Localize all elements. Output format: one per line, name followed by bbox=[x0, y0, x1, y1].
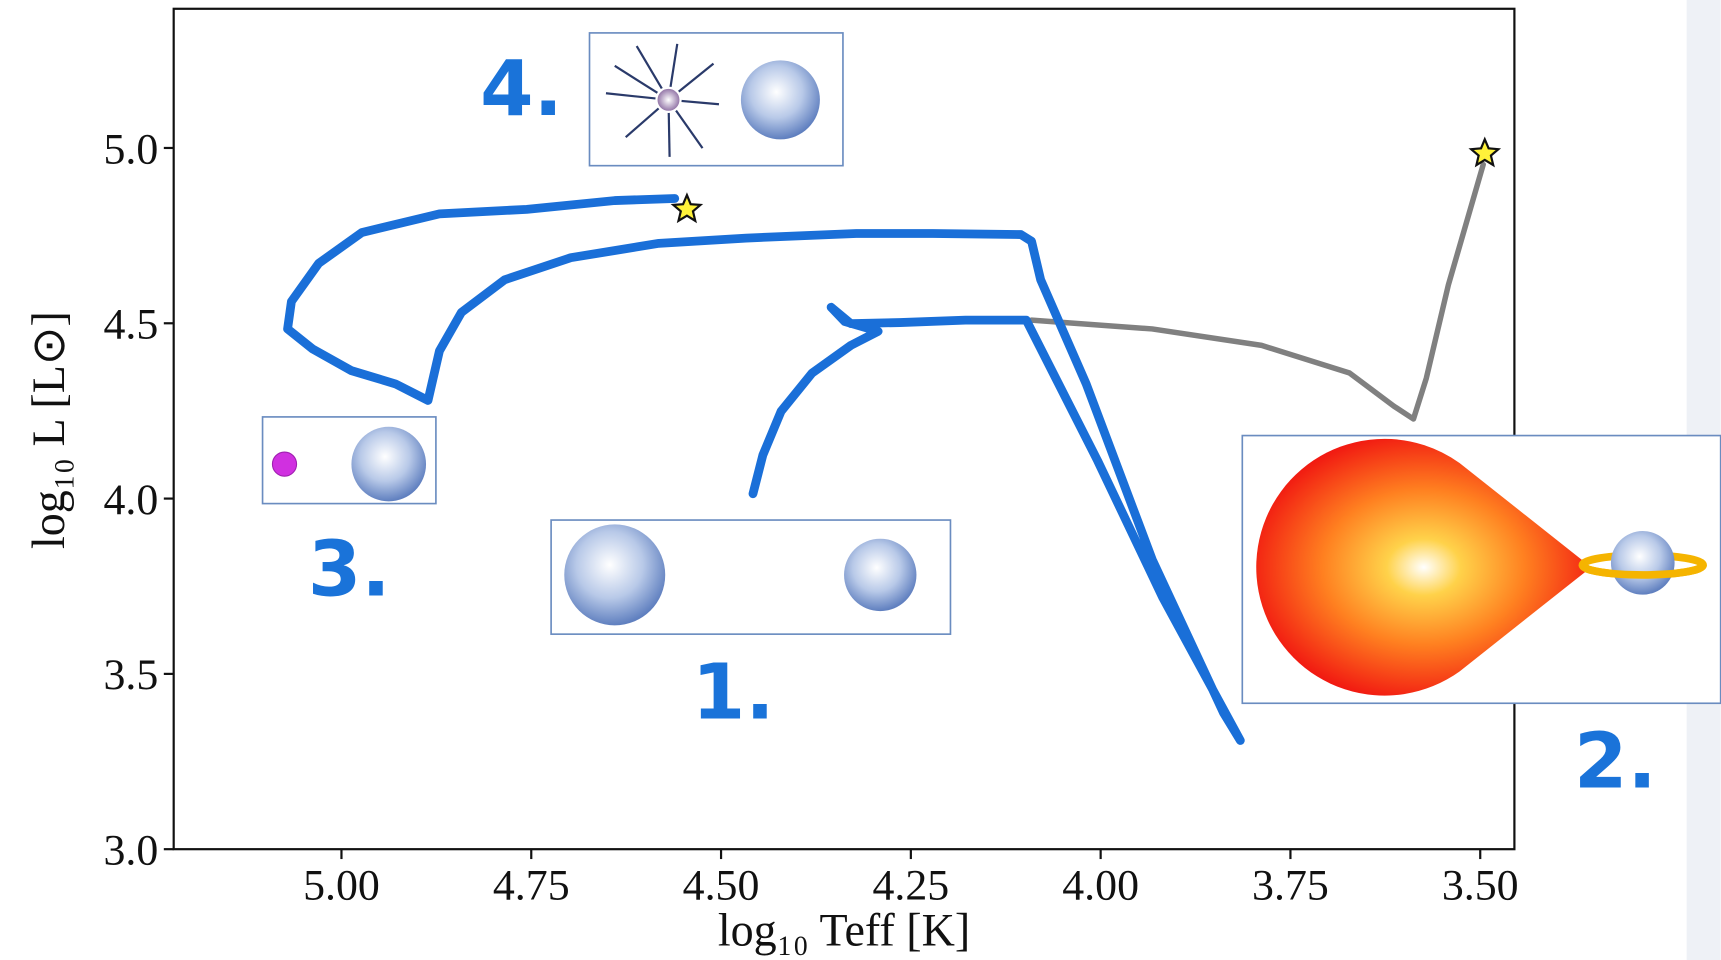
y-tick-label: 3.0 bbox=[103, 827, 158, 875]
step-label: 2. bbox=[1574, 718, 1657, 807]
step-label: 1. bbox=[692, 649, 775, 738]
y-axis-label: log₁₀ L [L⊙] bbox=[23, 311, 74, 549]
x-tick-label: 3.50 bbox=[1442, 862, 1519, 910]
y-tick-label: 4.0 bbox=[103, 476, 158, 524]
x-axis-label: log₁₀ Teff [K] bbox=[718, 905, 970, 956]
star-marker bbox=[1471, 139, 1498, 165]
x-tick-label: 4.75 bbox=[493, 862, 570, 910]
chart: 5.004.754.504.254.003.753.503.03.54.04.5… bbox=[0, 0, 1721, 960]
x-tick-label: 4.00 bbox=[1062, 862, 1139, 910]
step-label: 3. bbox=[308, 526, 391, 615]
inset-1 bbox=[551, 520, 950, 634]
x-tick-label: 3.75 bbox=[1252, 862, 1329, 910]
page: 5.004.754.504.254.003.753.503.03.54.04.5… bbox=[0, 0, 1721, 960]
step-label: 4. bbox=[480, 45, 563, 134]
y-tick-label: 5.0 bbox=[103, 125, 158, 173]
y-tick-label: 3.5 bbox=[103, 651, 158, 699]
y-tick-label: 4.5 bbox=[103, 301, 158, 349]
inset-4 bbox=[590, 33, 843, 166]
x-tick-label: 4.25 bbox=[872, 862, 949, 910]
inset-3 bbox=[263, 417, 436, 504]
track-line bbox=[1032, 164, 1484, 419]
x-tick-label: 4.50 bbox=[683, 862, 760, 910]
inset-2 bbox=[1242, 436, 1720, 704]
x-tick-label: 5.00 bbox=[303, 862, 380, 910]
